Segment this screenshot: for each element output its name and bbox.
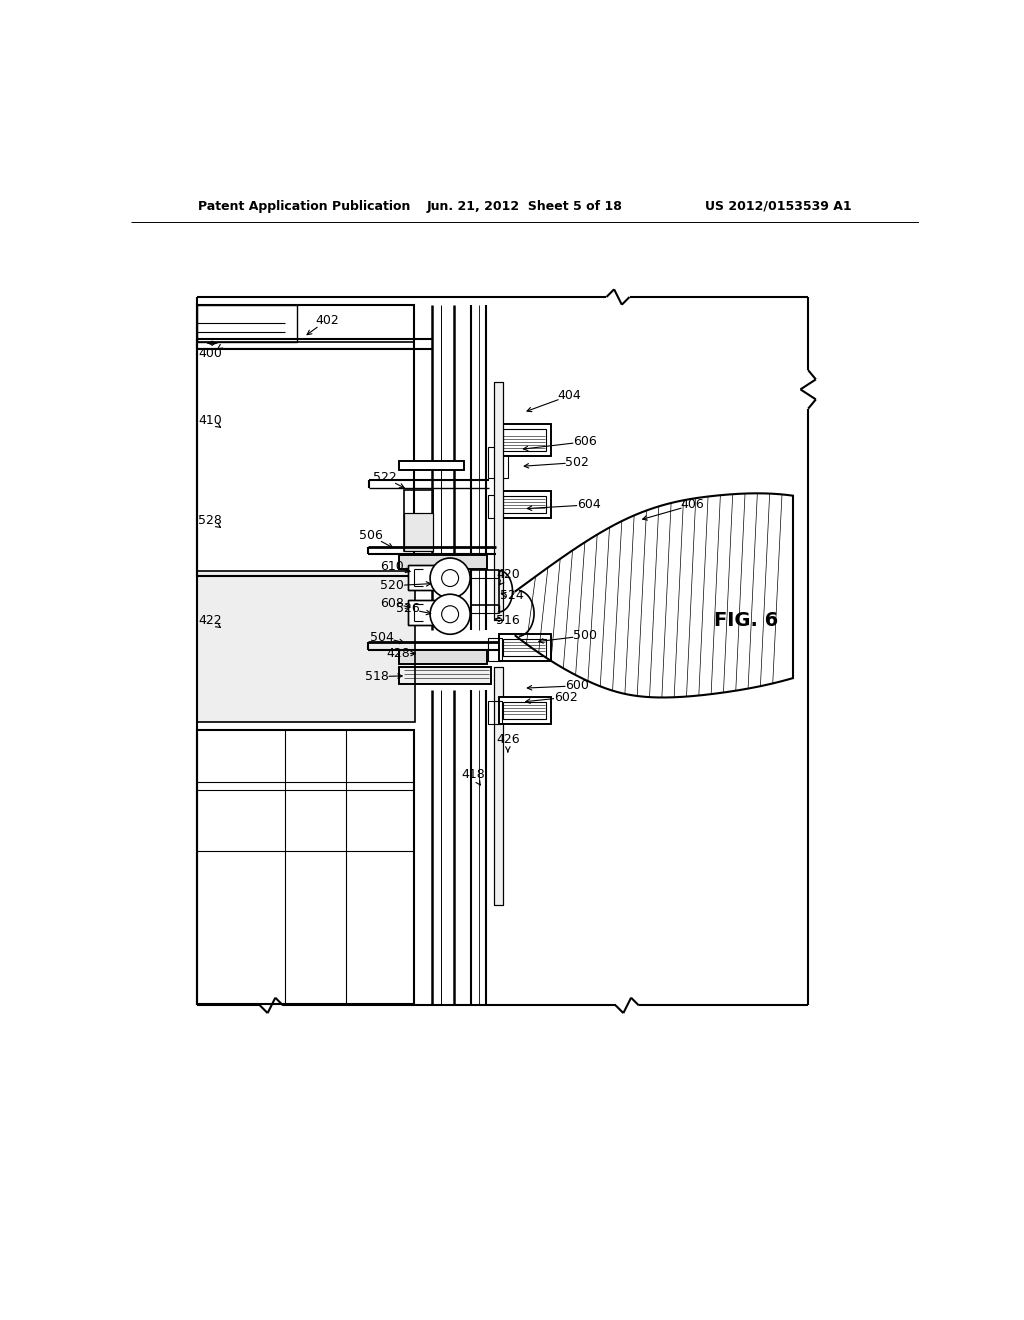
- Circle shape: [430, 594, 470, 635]
- Bar: [487, 638, 502, 661]
- Bar: [398, 667, 490, 684]
- Bar: [398, 554, 487, 569]
- Text: 610: 610: [381, 560, 404, 573]
- Bar: [398, 649, 487, 664]
- Bar: [403, 512, 433, 552]
- Bar: [398, 461, 464, 470]
- Bar: [499, 635, 551, 661]
- Text: 506: 506: [358, 529, 383, 543]
- Text: 516: 516: [496, 614, 520, 627]
- Text: 520: 520: [381, 579, 404, 593]
- Text: 528: 528: [198, 513, 222, 527]
- Text: Jun. 21, 2012  Sheet 5 of 18: Jun. 21, 2012 Sheet 5 of 18: [427, 199, 623, 213]
- Text: 604: 604: [577, 499, 601, 511]
- Text: 608: 608: [381, 597, 404, 610]
- Text: 518: 518: [365, 671, 389, 684]
- Text: 524: 524: [500, 589, 523, 602]
- Bar: [197, 305, 297, 342]
- Text: Patent Application Publication: Patent Application Publication: [199, 199, 411, 213]
- Text: 426: 426: [496, 733, 519, 746]
- Bar: [197, 305, 414, 576]
- Bar: [499, 455, 508, 478]
- Text: 602: 602: [554, 690, 578, 704]
- Text: 418: 418: [462, 768, 485, 781]
- Text: 422: 422: [198, 614, 221, 627]
- Bar: [503, 702, 546, 719]
- Bar: [499, 491, 551, 517]
- Bar: [487, 495, 502, 517]
- Bar: [499, 697, 551, 725]
- Bar: [499, 491, 551, 517]
- Bar: [403, 512, 433, 552]
- Text: 606: 606: [573, 436, 597, 449]
- Text: 522: 522: [373, 471, 396, 484]
- Bar: [197, 730, 414, 1003]
- Text: 404: 404: [558, 389, 582, 403]
- Bar: [499, 424, 551, 457]
- Bar: [494, 667, 503, 906]
- Text: 502: 502: [565, 455, 589, 469]
- Bar: [503, 639, 546, 656]
- Bar: [499, 697, 551, 725]
- Text: 428: 428: [387, 647, 411, 660]
- Bar: [408, 601, 440, 626]
- Bar: [494, 381, 503, 620]
- Bar: [398, 649, 487, 664]
- Text: 600: 600: [565, 680, 589, 693]
- Text: US 2012/0153539 A1: US 2012/0153539 A1: [705, 199, 851, 213]
- Text: FIG. 6: FIG. 6: [715, 611, 778, 630]
- Circle shape: [430, 558, 470, 598]
- Bar: [494, 381, 503, 620]
- Bar: [197, 572, 416, 722]
- Bar: [398, 554, 487, 569]
- Text: 500: 500: [572, 630, 597, 643]
- Bar: [408, 565, 440, 590]
- Bar: [398, 461, 464, 470]
- Bar: [494, 667, 503, 906]
- Bar: [503, 496, 546, 512]
- Text: 410: 410: [198, 413, 222, 426]
- Bar: [503, 429, 546, 451]
- Bar: [403, 490, 433, 552]
- Bar: [487, 447, 502, 478]
- Text: 504: 504: [371, 631, 394, 644]
- Bar: [408, 565, 440, 590]
- Text: 526: 526: [396, 602, 420, 615]
- Text: 400: 400: [198, 347, 222, 360]
- Bar: [499, 424, 551, 457]
- Bar: [408, 601, 440, 626]
- Text: 420: 420: [496, 568, 520, 581]
- Bar: [487, 701, 502, 725]
- Text: 402: 402: [315, 314, 339, 326]
- Text: 406: 406: [681, 499, 705, 511]
- Bar: [398, 667, 490, 684]
- Bar: [197, 572, 416, 722]
- Bar: [499, 635, 551, 661]
